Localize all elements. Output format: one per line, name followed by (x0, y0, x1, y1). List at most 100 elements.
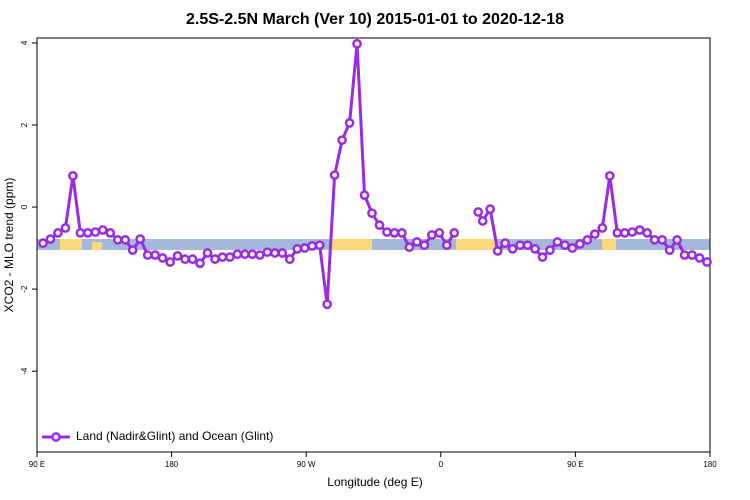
land-segment (92, 242, 102, 250)
data-point (374, 220, 385, 230)
data-point (389, 228, 400, 238)
data-point (277, 248, 288, 258)
land-segment (456, 239, 496, 250)
data-point (582, 235, 593, 245)
data-point (105, 228, 116, 238)
x-tick-label: 0 (439, 460, 444, 469)
data-point (679, 250, 690, 260)
data-point (225, 252, 235, 262)
data-point (434, 228, 445, 238)
x-tick-label: 180 (165, 460, 179, 469)
data-point (240, 249, 250, 260)
y-tick-label: -2 (20, 285, 29, 293)
data-point (314, 240, 325, 251)
x-tick-label: 90 W (297, 460, 316, 469)
land-segment (60, 239, 82, 250)
surface-band (37, 239, 710, 250)
data-point (195, 258, 205, 269)
data-point (441, 240, 452, 251)
y-tick-label: 0 (20, 204, 29, 209)
data-point (507, 244, 518, 254)
data-point (53, 228, 63, 238)
data-point (492, 246, 503, 256)
data-point (210, 254, 220, 265)
data-point (135, 234, 146, 244)
data-point (515, 240, 525, 251)
data-point (344, 118, 355, 128)
data-point (627, 227, 638, 237)
y-tick-label: -4 (20, 367, 29, 375)
data-point (292, 244, 303, 254)
data-point (657, 235, 667, 245)
data-point (589, 229, 600, 239)
data-point (45, 234, 56, 244)
data-point (537, 252, 548, 262)
data-point (426, 230, 437, 240)
data-point (419, 240, 430, 251)
data-point (522, 240, 533, 251)
data-point (473, 207, 484, 217)
x-axis-label: Longitude (deg E) (327, 475, 422, 489)
data-point (232, 249, 243, 260)
y-tick-label: 4 (20, 40, 29, 45)
data-point (619, 228, 630, 238)
data-point (217, 252, 228, 262)
data-point (180, 254, 190, 265)
y-tick-label: 2 (20, 122, 29, 127)
data-point (367, 208, 377, 219)
data-point (649, 235, 660, 245)
data-point (560, 240, 570, 251)
data-point (112, 235, 123, 245)
data-point (247, 249, 258, 260)
data-point (127, 245, 138, 255)
data-point (702, 257, 712, 267)
data-point (165, 257, 175, 267)
x-tick-label: 90 E (567, 460, 583, 469)
data-point (604, 171, 615, 181)
data-point (449, 228, 460, 238)
data-point (597, 223, 608, 233)
data-point (477, 216, 488, 226)
data-point (307, 241, 318, 251)
data-point (485, 204, 496, 214)
data-point (337, 135, 347, 146)
legend-marker (51, 432, 61, 442)
data-point (382, 227, 392, 237)
data-point (262, 247, 273, 258)
data-point (157, 253, 168, 263)
data-point (322, 299, 332, 310)
data-point (187, 254, 198, 265)
chart-title: 2.5S-2.5N March (Ver 10) 2015-01-01 to 2… (186, 11, 564, 28)
data-point (172, 251, 183, 261)
land-segment (602, 239, 616, 250)
data-point (359, 190, 370, 200)
data-point (397, 228, 407, 238)
data-point (530, 244, 540, 254)
data-point (694, 253, 705, 263)
x-tick-label: 90 E (29, 460, 45, 469)
data-point (75, 228, 86, 238)
data-point (612, 228, 623, 238)
data-point (672, 235, 682, 245)
data-point (68, 171, 78, 181)
data-point (687, 250, 697, 260)
data-point (120, 235, 131, 245)
data-point (60, 223, 71, 233)
data-point (500, 238, 510, 249)
plot-frame (36, 37, 711, 453)
data-point (82, 228, 93, 238)
data-point (299, 243, 310, 253)
y-axis-label: XCO2 - MLO trend (ppm) (2, 178, 16, 313)
data-point (575, 239, 585, 249)
land-segment (330, 239, 372, 250)
data-point (634, 225, 645, 235)
data-point (642, 228, 653, 238)
data-point (552, 237, 563, 247)
data-point (254, 250, 265, 260)
data-point (545, 245, 555, 255)
legend-label: Land (Nadir&Glint) and Ocean (Glint) (76, 429, 273, 443)
data-point (150, 250, 160, 260)
data-point (412, 237, 422, 247)
data-point (404, 242, 415, 253)
data-point (38, 238, 48, 249)
